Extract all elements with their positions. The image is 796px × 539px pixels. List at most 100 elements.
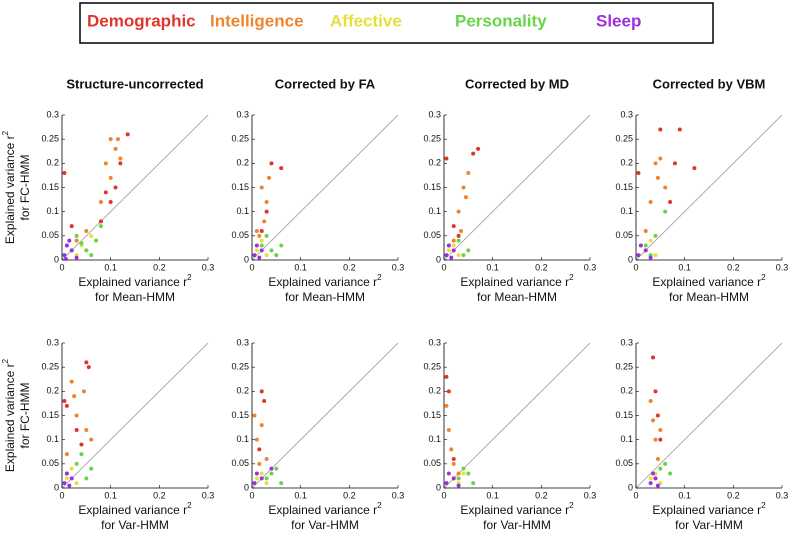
y-tick-label: 0.15: [231, 182, 249, 192]
point: [74, 481, 79, 486]
point: [269, 471, 274, 476]
point: [69, 224, 74, 229]
y-tick-label: 0.1: [46, 434, 59, 444]
point: [648, 255, 653, 260]
point: [451, 224, 456, 229]
x-tick-label: 0.1: [678, 490, 691, 500]
axis-label-line2: for FC-HMM: [18, 155, 32, 221]
point: [459, 229, 464, 233]
point: [62, 399, 67, 403]
point: [103, 190, 108, 195]
axis-label-sup: 2: [187, 501, 192, 510]
point: [451, 238, 456, 243]
point: [64, 403, 69, 408]
point: [274, 466, 279, 471]
point: [259, 389, 264, 394]
point: [259, 423, 264, 428]
y-tick-label: 0.1: [428, 434, 441, 444]
x-tick-label: 0.1: [104, 490, 117, 500]
point: [653, 437, 658, 442]
axis-label-main: Explained variance r2: [1, 130, 17, 244]
y-tick-label: 0: [244, 254, 249, 264]
x-tick-label: 0.3: [776, 490, 789, 500]
point: [113, 185, 118, 190]
legend-entry: Personality: [455, 11, 547, 30]
legend-box: [79, 2, 714, 44]
axis-label-text: Explained variance r: [78, 275, 187, 289]
chart-title: Corrected by VBM: [653, 76, 766, 91]
x-tick-label: 0.2: [727, 490, 740, 500]
point: [64, 243, 69, 248]
point: [461, 466, 466, 471]
point: [446, 248, 451, 253]
point: [444, 374, 449, 379]
point: [125, 132, 130, 137]
point: [636, 253, 641, 258]
point: [264, 209, 269, 214]
x-tick-label: 0.1: [486, 490, 499, 500]
axis-label-line2: for Var-HMM: [483, 518, 551, 532]
point: [108, 137, 113, 142]
x-tick-label: 0: [59, 262, 64, 272]
y-tick-label: 0.1: [620, 206, 633, 216]
point: [62, 253, 67, 258]
axis-label-text: Explained variance r: [78, 503, 187, 517]
point: [79, 241, 84, 246]
point: [663, 461, 668, 466]
axis-label-line2: for Mean-HMM: [477, 290, 557, 304]
point: [98, 219, 103, 224]
point: [444, 481, 449, 486]
point: [264, 233, 269, 238]
y-tick-label: 0.05: [423, 230, 441, 240]
point: [79, 442, 84, 447]
point: [252, 481, 257, 486]
x-tick-label: 0.3: [776, 262, 789, 272]
chart-title: Corrected by FA: [275, 76, 376, 91]
point: [648, 476, 653, 481]
point: [262, 399, 267, 403]
axis-label-main: Explained variance r2: [78, 273, 192, 289]
point: [636, 171, 641, 175]
point: [257, 233, 262, 238]
point: [663, 209, 668, 214]
y-tick-label: 0.25: [41, 362, 59, 372]
y-tick-label: 0.15: [423, 410, 441, 420]
point: [279, 166, 284, 171]
point: [72, 394, 77, 399]
point: [254, 437, 259, 442]
point: [108, 200, 113, 204]
axis-label-sup: 2: [569, 273, 574, 282]
axis-label-line2: for Var-HMM: [291, 518, 359, 532]
y-tick-label: 0.1: [428, 206, 441, 216]
point: [451, 476, 456, 481]
point: [663, 185, 668, 190]
point: [444, 253, 449, 258]
y-tick-label: 0.25: [423, 362, 441, 372]
point: [444, 156, 449, 161]
axis-label-sup: 2: [187, 273, 192, 282]
point: [456, 471, 461, 476]
point: [89, 233, 94, 238]
axis-label-main: Explained variance r2: [460, 273, 574, 289]
x-tick-label: 0: [633, 262, 638, 272]
y-tick-label: 0.1: [236, 434, 249, 444]
point: [69, 476, 74, 481]
y-tick-label: 0.2: [428, 386, 441, 396]
point: [74, 233, 79, 238]
axis-label-main: Explained variance r2: [268, 501, 382, 517]
axis-label-text: Explained variance r: [268, 275, 377, 289]
x-tick-label: 0.3: [392, 262, 405, 272]
axis-label-main: Explained variance r2: [460, 501, 574, 517]
axis-label-sup: 2: [1, 130, 10, 135]
point: [653, 253, 658, 258]
y-tick-label: 0: [628, 254, 633, 264]
y-tick-label: 0.1: [46, 206, 59, 216]
point: [648, 399, 653, 403]
point: [264, 253, 269, 258]
y-tick-label: 0: [54, 482, 59, 492]
point: [446, 389, 451, 394]
